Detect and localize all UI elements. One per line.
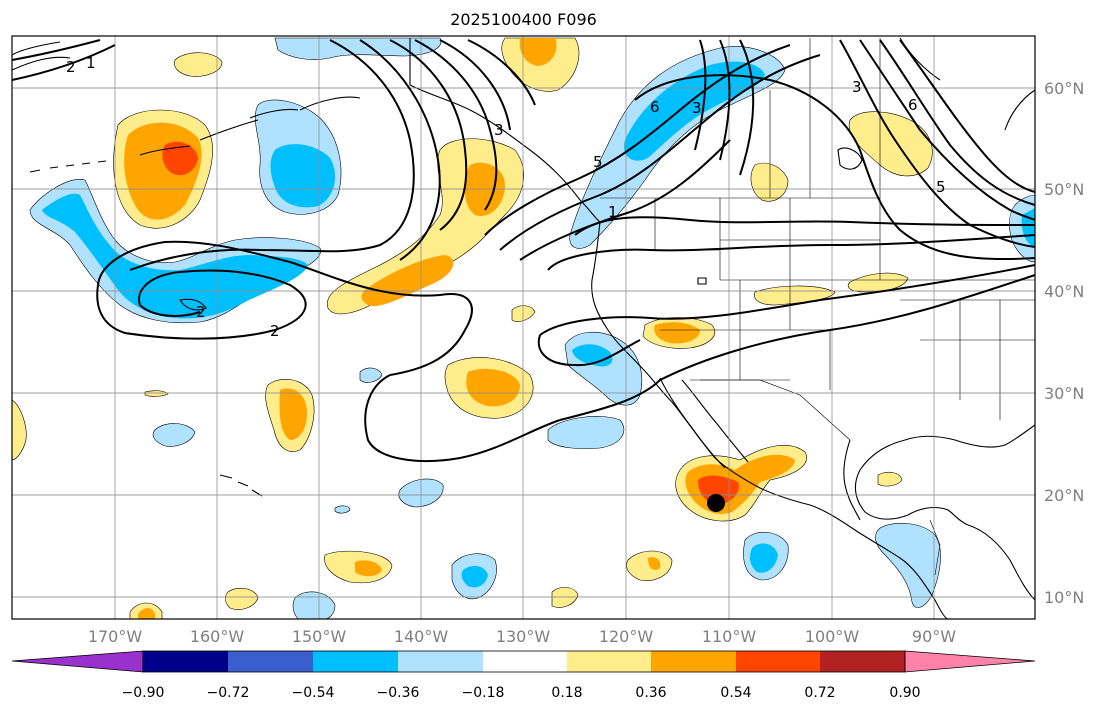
contour-label: 2 [196, 303, 206, 321]
colorbar-tick-label: 0.18 [551, 685, 582, 701]
colorbar: −0.90 −0.72 −0.54 −0.36 −0.18 0.18 0.36 … [11, 650, 1036, 701]
contour-label: 2 [270, 322, 280, 340]
coastlines [11, 37, 1036, 620]
lat-tick-label: 50°N [1044, 180, 1084, 199]
lon-tick-label: 110°W [702, 627, 757, 646]
contour-label: 3 [852, 78, 862, 96]
contour-labels: 2 1 2 2 3 5 6 3 1 3 6 5 [66, 54, 946, 340]
colorbar-extend-high [904, 650, 1036, 673]
latitude-tick-labels: 60°N 50°N 40°N 30°N 20°N 10°N [1044, 79, 1084, 607]
contour-label: 2 [66, 58, 76, 76]
map-panel: 2 1 2 2 3 5 6 3 1 3 6 5 [11, 35, 1036, 620]
colorbar-tick-label: 0.72 [804, 685, 835, 701]
contour-label: 5 [936, 178, 946, 196]
contour-label: 6 [650, 98, 660, 116]
lat-tick-label: 60°N [1044, 79, 1084, 98]
colorbar-segment [651, 651, 736, 672]
lon-tick-label: 150°W [292, 627, 347, 646]
storm-center-marker [707, 494, 725, 512]
colorbar-tick-label: −0.36 [377, 685, 420, 701]
colorbar-segment [736, 651, 820, 672]
lat-tick-label: 30°N [1044, 384, 1084, 403]
lon-tick-label: 140°W [394, 627, 449, 646]
colorbar-tick-label: −0.72 [207, 685, 250, 701]
lat-tick-label: 10°N [1044, 588, 1084, 607]
map-title: 2025100400 F096 [450, 10, 597, 29]
colorbar-segment [483, 651, 567, 672]
lon-tick-label: 100°W [805, 627, 860, 646]
contour-label: 1 [86, 54, 96, 72]
lat-tick-label: 40°N [1044, 282, 1084, 301]
colorbar-tick-label: −0.90 [122, 685, 165, 701]
contour-label: 3 [692, 99, 702, 117]
lat-lon-grid [12, 36, 1035, 619]
colorbar-segment [313, 651, 398, 672]
colorbar-extend-low [11, 650, 144, 673]
lat-tick-label: 20°N [1044, 486, 1084, 505]
colorbar-segment [228, 651, 313, 672]
lon-tick-label: 170°W [88, 627, 143, 646]
colorbar-tick-label: 0.54 [720, 685, 751, 701]
contour-label: 1 [608, 203, 618, 221]
colorbar-tick-label: 0.90 [889, 685, 920, 701]
longitude-tick-labels: 170°W 160°W 150°W 140°W 130°W 120°W 110°… [88, 627, 956, 646]
colorbar-segment [567, 651, 651, 672]
colorbar-tick-label: −0.54 [292, 685, 335, 701]
colorbar-tick-label: −0.18 [462, 685, 505, 701]
contour-lines [11, 39, 1036, 462]
lon-tick-label: 90°W [912, 627, 956, 646]
lon-tick-label: 130°W [496, 627, 551, 646]
contour-label: 3 [494, 121, 504, 139]
colorbar-tick-labels: −0.90 −0.72 −0.54 −0.36 −0.18 0.18 0.36 … [122, 685, 921, 701]
lon-tick-label: 160°W [190, 627, 245, 646]
lon-tick-label: 120°W [599, 627, 654, 646]
contour-label: 6 [908, 96, 918, 114]
colorbar-tick-label: 0.36 [635, 685, 666, 701]
colorbar-segment [398, 651, 483, 672]
colorbar-segment [143, 651, 228, 672]
colorbar-segment [820, 651, 905, 672]
contour-label: 5 [593, 153, 603, 171]
